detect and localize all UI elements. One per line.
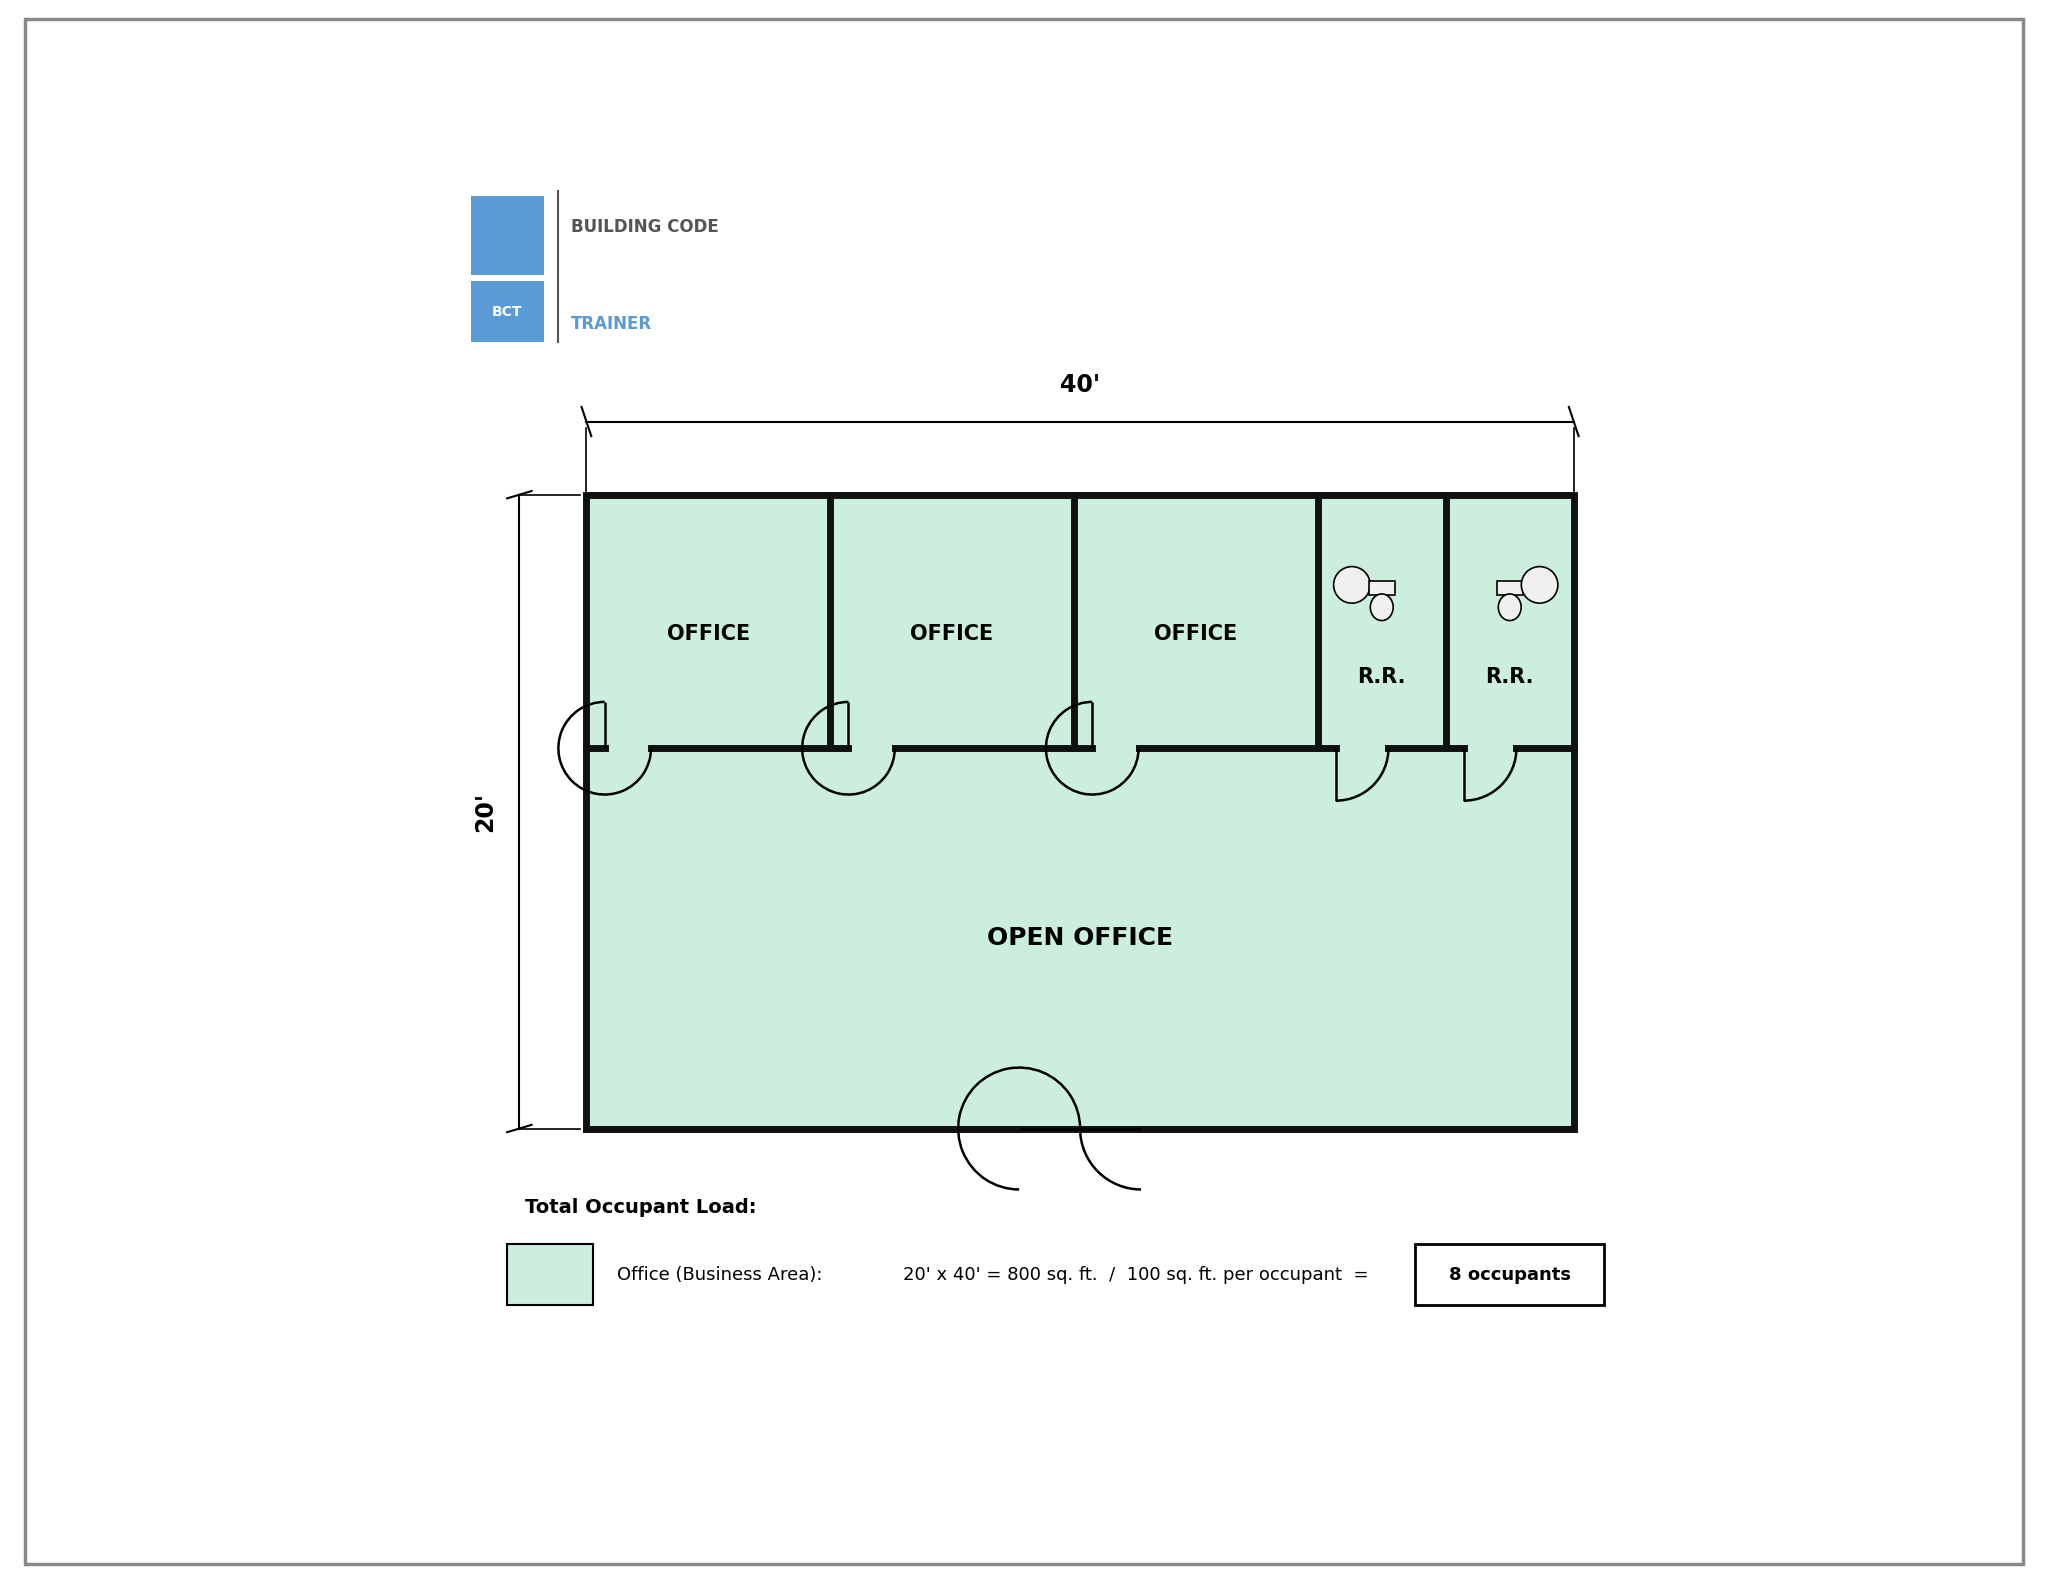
Bar: [586, 494, 1573, 1129]
Bar: [471, 282, 545, 342]
Bar: [471, 196, 545, 275]
Text: 20' x 40' = 800 sq. ft.  /  100 sq. ft. per occupant  =: 20' x 40' = 800 sq. ft. / 100 sq. ft. pe…: [903, 1266, 1368, 1284]
Text: 40': 40': [1061, 374, 1100, 397]
Text: R.R.: R.R.: [1358, 666, 1407, 687]
Text: 8 occupants: 8 occupants: [1448, 1266, 1571, 1284]
Text: BCT: BCT: [492, 306, 522, 318]
Text: OFFICE: OFFICE: [1155, 624, 1237, 644]
Text: OFFICE: OFFICE: [911, 624, 993, 644]
Bar: [1415, 1244, 1604, 1306]
Text: BUILDING CODE: BUILDING CODE: [571, 217, 719, 236]
Text: TRAINER: TRAINER: [571, 315, 651, 332]
Text: 20': 20': [473, 792, 498, 831]
Bar: [1497, 581, 1522, 595]
Bar: [508, 1244, 592, 1306]
Text: Office (Business Area):: Office (Business Area):: [616, 1266, 823, 1284]
Text: OPEN OFFICE: OPEN OFFICE: [987, 926, 1174, 950]
Text: R.R.: R.R.: [1485, 666, 1534, 687]
Ellipse shape: [1370, 594, 1393, 621]
Text: OFFICE: OFFICE: [668, 624, 750, 644]
Bar: [1368, 581, 1395, 595]
Circle shape: [1522, 567, 1559, 603]
Circle shape: [1333, 567, 1370, 603]
Ellipse shape: [1499, 594, 1522, 621]
Text: Total Occupant Load:: Total Occupant Load:: [526, 1198, 758, 1217]
